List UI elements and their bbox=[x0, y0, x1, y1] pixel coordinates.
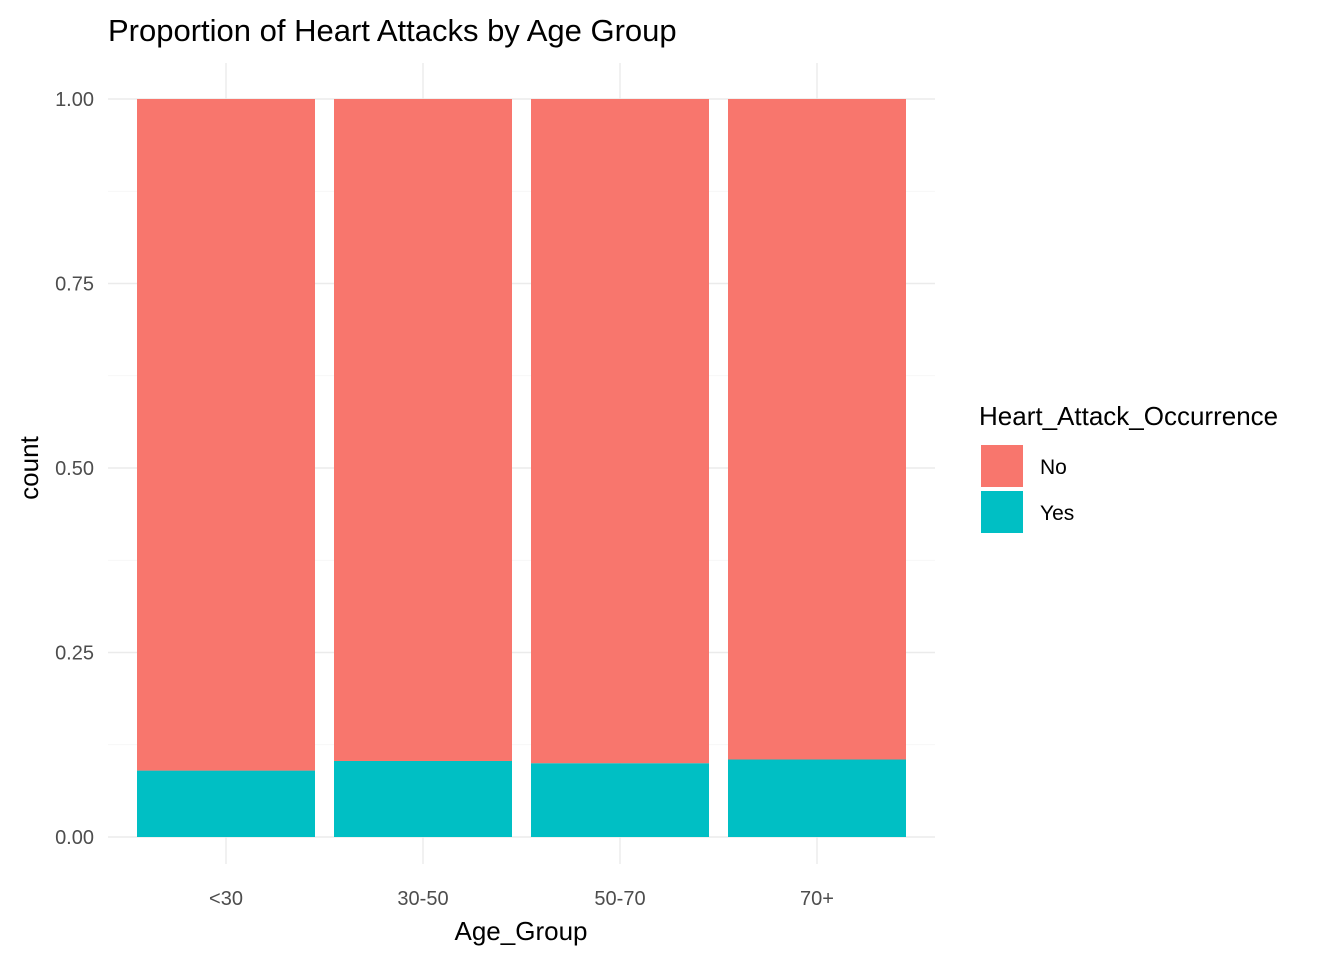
y-axis-title: count bbox=[14, 435, 44, 499]
legend-title: Heart_Attack_Occurrence bbox=[979, 401, 1278, 431]
legend-key-yes bbox=[981, 491, 1023, 533]
bars bbox=[137, 99, 906, 837]
x-tick-label: 50-70 bbox=[594, 888, 645, 910]
bar-segment-yes bbox=[531, 763, 709, 837]
bar-segment-no bbox=[137, 99, 315, 771]
bar-segment-no bbox=[334, 99, 512, 761]
legend: Heart_Attack_Occurrence No Yes bbox=[979, 401, 1278, 533]
legend-entries: No Yes bbox=[981, 445, 1074, 533]
x-axis-ticks: <30 30-50 50-70 70+ bbox=[209, 888, 834, 910]
x-tick-label: 70+ bbox=[800, 888, 834, 910]
x-axis-title: Age_Group bbox=[455, 916, 588, 946]
bar-segment-yes bbox=[334, 760, 512, 837]
legend-key-no bbox=[981, 445, 1023, 487]
y-tick-label: 1.00 bbox=[55, 89, 94, 111]
y-tick-label: 0.75 bbox=[55, 274, 94, 296]
chart-title: Proportion of Heart Attacks by Age Group bbox=[108, 13, 677, 48]
legend-label-yes: Yes bbox=[1040, 502, 1074, 525]
bar-segment-no bbox=[531, 99, 709, 764]
bar-segment-yes bbox=[728, 759, 906, 837]
x-tick-label: <30 bbox=[209, 888, 243, 910]
x-tick-label: 30-50 bbox=[397, 888, 448, 910]
bar-segment-yes bbox=[137, 770, 315, 837]
legend-label-no: No bbox=[1040, 456, 1067, 479]
y-tick-label: 0.50 bbox=[55, 458, 94, 480]
bar-segment-no bbox=[728, 99, 906, 760]
y-tick-label: 0.00 bbox=[55, 827, 94, 849]
y-tick-label: 0.25 bbox=[55, 643, 94, 665]
y-axis-ticks: 0.00 0.25 0.50 0.75 1.00 bbox=[55, 89, 94, 849]
